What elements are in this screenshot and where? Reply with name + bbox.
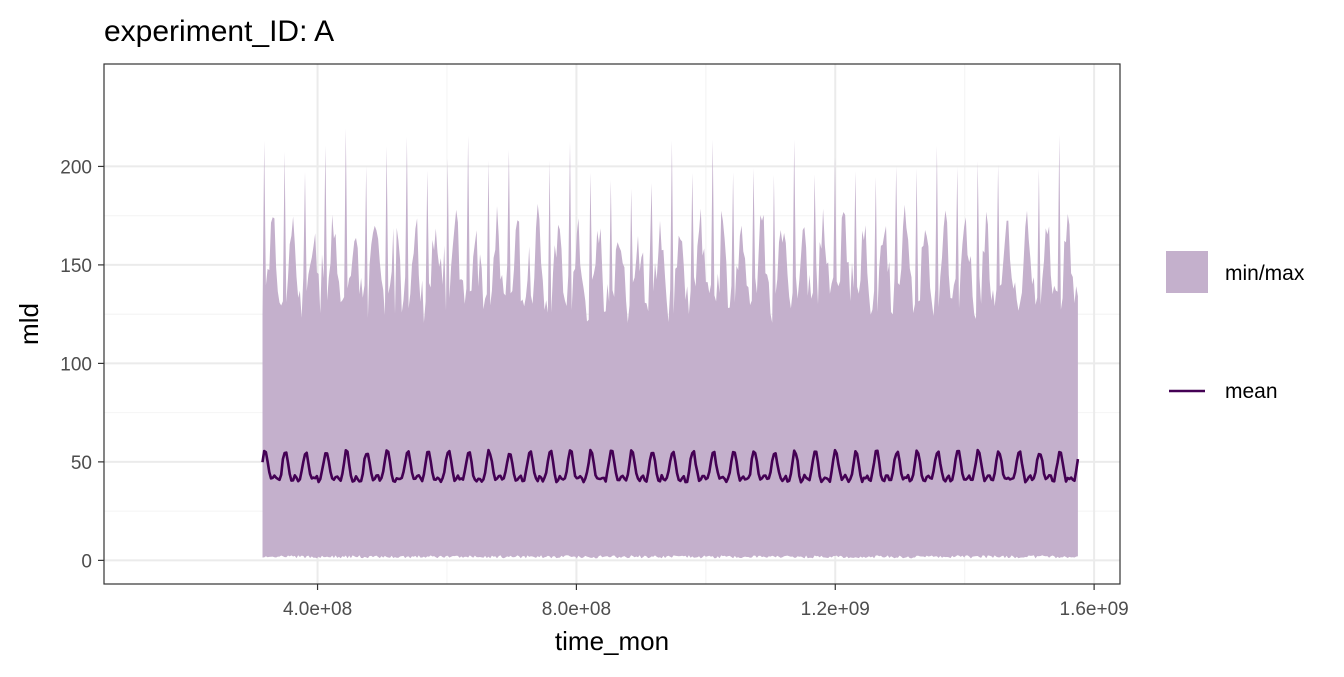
panel-border [103,63,1121,585]
legend-label-mean: mean [1225,380,1278,403]
ribbon-min-max [262,128,1078,559]
y-tick-label: 0 [81,551,92,572]
x-tick-label: 4.0e+08 [283,599,352,620]
x-tick-label: 1.6e+09 [1060,599,1129,620]
legend-label-min-max: min/max [1225,262,1305,285]
chart-title: experiment_ID: A [104,15,334,48]
x-tick-label: 8.0e+08 [542,599,611,620]
legend-key-min-max [1166,251,1208,293]
y-tick-label: 100 [60,354,92,375]
y-tick-label: 150 [60,256,92,277]
legend: min/max mean [1166,251,1305,403]
x-axis-label: time_mon [555,626,669,656]
y-axis-label: mld [14,303,44,345]
x-axis: 4.0e+08 8.0e+08 1.2e+09 1.6e+09 [283,584,1129,620]
x-tick-label: 1.2e+09 [801,599,870,620]
y-axis: 0 50 100 150 200 [60,157,104,572]
y-tick-label: 50 [71,453,92,474]
mean-line [261,448,1080,484]
data-layer [261,128,1080,559]
y-tick-label: 200 [60,157,92,178]
